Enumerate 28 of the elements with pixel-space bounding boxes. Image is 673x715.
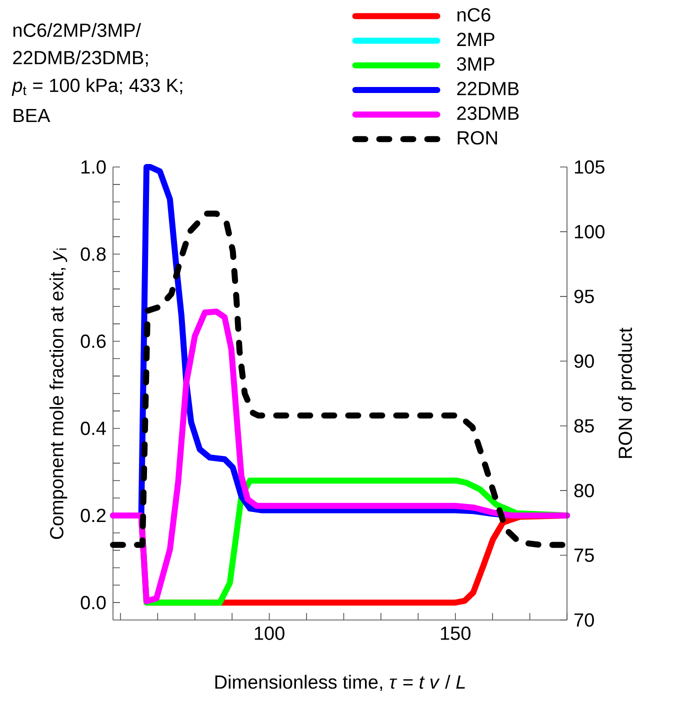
x-axis-title: Dimensionless time, τ = t v / L <box>215 674 465 692</box>
y2-tick-label: 95 <box>574 290 594 304</box>
x-tick-label: 150 <box>440 626 470 640</box>
y2-tick-label: 100 <box>574 224 604 238</box>
y-tick-label: 0.6 <box>80 334 106 348</box>
legend-label: nC6 <box>458 8 490 22</box>
y-tick-label: 0.0 <box>80 596 106 610</box>
y-tick-label: 0.8 <box>80 247 106 261</box>
y2-tick-label: 75 <box>574 548 594 562</box>
y2-tick-label: 85 <box>574 419 594 433</box>
y2-axis-title: RON of product <box>618 328 636 458</box>
y2-tick-label: 80 <box>574 484 594 498</box>
legend-label: RON <box>458 131 497 145</box>
y2-tick-label: 90 <box>574 354 594 368</box>
text: BEA <box>14 108 50 122</box>
text: nC6/2MP/3MP/ <box>13 23 142 37</box>
legend-label: 2MP <box>457 32 494 46</box>
y-tick-label: 1.0 <box>82 160 106 174</box>
legend-label: 3MP <box>456 57 494 71</box>
text: 22DMB/23DMB; <box>13 50 148 67</box>
y2-tick-label: 70 <box>574 613 594 627</box>
legend-label: 22DMB <box>457 82 519 96</box>
y-tick-label: 0.2 <box>80 508 106 522</box>
y2-tick-label: 105 <box>574 160 604 174</box>
legend-label: 23DMB <box>457 106 519 120</box>
text: p$_{t}$ = 100 kPa; 433 K; <box>12 78 182 96</box>
y-axis-title: Component mole fraction at exit, y$_{i}$ <box>49 248 68 539</box>
y-tick-label: 0.4 <box>80 422 106 436</box>
